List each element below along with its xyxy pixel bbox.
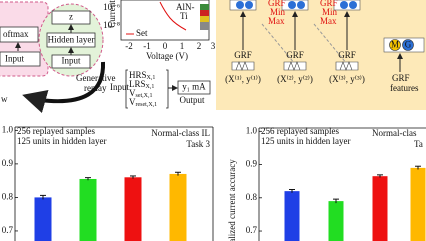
y-tick-label: 0.7	[246, 225, 258, 235]
device-layer	[200, 16, 209, 22]
y-tick-label: 1.0	[246, 125, 258, 135]
bar	[410, 167, 426, 241]
y-tick-label: 1.0	[2, 124, 14, 134]
iv-ytick: 10⁻⁸	[103, 20, 120, 30]
features-label: features	[390, 83, 419, 93]
input-box	[51, 54, 91, 69]
annotation: Task 3	[186, 139, 210, 149]
minmax: Max	[268, 16, 285, 26]
annotation: 125 units in hidden layer	[261, 136, 351, 146]
iv-curve	[159, 1, 187, 31]
y-tick-label: 0.7	[2, 225, 14, 235]
y-tick-label: 0.8	[2, 191, 14, 201]
annotation: 256 replayed samples	[261, 126, 339, 136]
y-axis-label: malized current accuracy	[227, 159, 237, 241]
grf-label: GRF	[286, 50, 304, 60]
iv-xtick: -2	[125, 41, 133, 51]
tuple: (X⁽¹⁾, y⁽¹⁾)	[225, 74, 261, 84]
grf-diagram: GRF Min Max GRF Min Max GRF GRF GRF (X⁽¹…	[216, 0, 426, 110]
z-label: z	[69, 12, 73, 22]
bar	[284, 191, 300, 241]
y-tick-label: 0.8	[246, 192, 258, 202]
iv-xtick: 3	[211, 41, 216, 51]
iv-xtick: -1	[143, 41, 151, 51]
input-box	[0, 51, 41, 67]
minmax: Min	[322, 7, 338, 17]
features-label: GRF	[392, 73, 410, 83]
tuple: (X⁽²⁾, y⁽²⁾)	[277, 74, 313, 84]
neuron-label: G	[405, 40, 412, 50]
neuron	[245, 1, 253, 9]
grf-background	[216, 0, 426, 110]
device-label: AlN-	[176, 2, 195, 12]
replay-caption: replay	[84, 83, 107, 93]
replay-diagram: oftmax Input z Hidden layer Input Genera…	[0, 1, 115, 114]
mapping-row: LRSX,1	[129, 79, 154, 90]
neuron-label: M	[391, 40, 399, 50]
tuple: (X⁽³⁾, y⁽³⁾)	[329, 74, 365, 84]
iv-plot: Current 10⁻⁶ 10⁻⁸ -2 -1 0 1 2 3 Voltage …	[103, 0, 216, 61]
iv-xtick: 0	[163, 41, 168, 51]
device-layer	[200, 10, 209, 16]
mapping-row: Vreset,X,1	[129, 97, 157, 108]
annotation: Normal-clas	[372, 128, 417, 138]
neuron	[402, 39, 414, 51]
neuron	[349, 1, 357, 9]
replay-caption: Generative	[76, 73, 115, 83]
output-value: y₁ mA	[182, 82, 206, 92]
iv-xtick: 2	[197, 41, 202, 51]
bar	[124, 177, 142, 241]
mapping-input: Input	[110, 82, 129, 92]
annotation: Ta	[414, 139, 423, 149]
grf-curves	[231, 61, 359, 71]
bar	[372, 176, 388, 241]
minmax: Max	[320, 16, 337, 26]
output-box	[177, 80, 211, 95]
bar	[328, 201, 344, 241]
mapping-row: HRSX,1	[129, 70, 155, 81]
hidden-label: Hidden layer	[48, 35, 95, 45]
neuron	[340, 1, 348, 9]
y-tick-label: 0.9	[246, 159, 258, 169]
bar	[79, 178, 97, 241]
annotation: 256 replayed samples	[17, 126, 95, 136]
minmax: Min	[270, 7, 286, 17]
iv-frame	[120, 0, 210, 41]
input-label: Input	[62, 56, 81, 66]
iv-ylabel: Current	[107, 0, 117, 28]
y-tick-label: 0.9	[2, 158, 14, 168]
iv-legend: Set	[136, 28, 148, 38]
iv-xlabel: Voltage (V)	[146, 51, 188, 61]
minmax: GRF	[320, 0, 338, 8]
device-layer	[200, 4, 209, 10]
neuron	[297, 1, 305, 9]
input-label: Input	[5, 54, 24, 64]
annotation: Normal-class IL	[151, 128, 210, 138]
device-layer	[200, 22, 209, 30]
softmax-label: oftmax	[3, 29, 29, 39]
neuron	[389, 39, 401, 51]
grf-label: GRF	[234, 50, 252, 60]
neuron	[288, 1, 296, 9]
mapping: Input HRSX,1 LRSX,1 Vset,X,1 Vreset,X,1 …	[110, 69, 211, 109]
annotation: 125 units in hidden layer	[17, 136, 107, 146]
mapping-row: Vset,X,1	[129, 88, 153, 99]
output-label: Output	[179, 95, 205, 105]
iv-xtick: 1	[180, 41, 185, 51]
replay-arrow	[22, 61, 106, 114]
minmax: GRF	[268, 0, 286, 8]
iv-ytick: 10⁻⁶	[103, 2, 120, 12]
bracket	[125, 69, 169, 109]
bar	[34, 197, 52, 241]
bar	[169, 173, 187, 241]
new-label: w	[1, 94, 8, 104]
grf-label: GRF	[338, 50, 356, 60]
device-label: Ti	[180, 11, 188, 21]
neuron	[236, 1, 244, 9]
